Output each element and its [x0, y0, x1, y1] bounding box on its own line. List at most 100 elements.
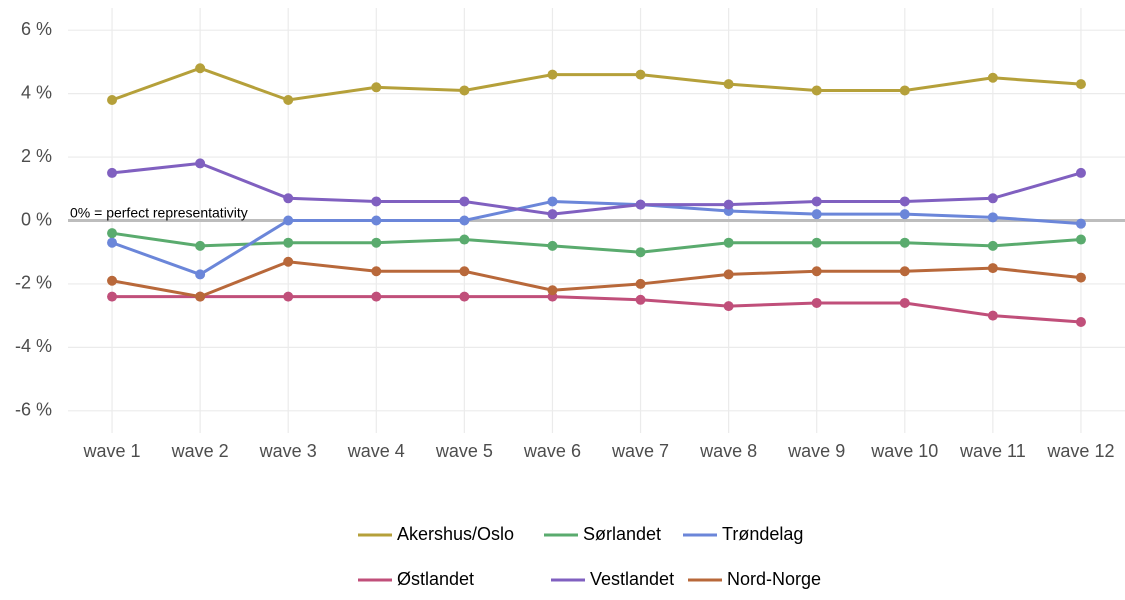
data-point — [107, 237, 118, 248]
data-point — [371, 266, 382, 277]
data-point — [195, 63, 206, 74]
data-point — [899, 237, 910, 248]
data-point — [547, 240, 558, 251]
data-point — [283, 237, 294, 248]
data-point — [459, 234, 470, 245]
data-point — [283, 215, 294, 226]
data-point — [107, 228, 118, 239]
legend-label: Trøndelag — [722, 524, 803, 544]
data-point — [1075, 234, 1086, 245]
data-point — [459, 266, 470, 277]
legend-label: Nord-Norge — [727, 569, 821, 589]
x-tick-label: wave 3 — [259, 441, 317, 461]
x-tick-label: wave 9 — [787, 441, 845, 461]
data-point — [371, 215, 382, 226]
data-point — [371, 237, 382, 248]
data-point — [723, 237, 734, 248]
legend-label: Østlandet — [397, 569, 474, 589]
data-point — [899, 297, 910, 308]
data-point — [899, 196, 910, 207]
annotation: 0% = perfect representativity — [70, 205, 248, 221]
data-point — [547, 209, 558, 220]
data-point — [107, 94, 118, 105]
data-point — [1075, 272, 1086, 283]
data-point — [195, 291, 206, 302]
data-point — [987, 212, 998, 223]
legend-label: Vestlandet — [590, 569, 674, 589]
data-point — [1075, 316, 1086, 327]
data-point — [107, 275, 118, 286]
data-point — [459, 215, 470, 226]
series-line — [112, 295, 1082, 324]
x-tick-label: wave 7 — [611, 441, 669, 461]
data-point — [1075, 79, 1086, 90]
data-point — [635, 294, 646, 305]
x-tick-label: wave 2 — [171, 441, 229, 461]
data-point — [987, 310, 998, 321]
data-point — [899, 85, 910, 96]
data-point — [811, 85, 822, 96]
y-tick-label: -2 % — [15, 273, 52, 293]
y-tick-label: 6 % — [21, 19, 52, 39]
y-tick-label: 0 % — [21, 209, 52, 229]
legend-label: Akershus/Oslo — [397, 524, 514, 544]
data-point — [635, 199, 646, 210]
x-tick-label: wave 5 — [435, 441, 493, 461]
data-point — [723, 269, 734, 280]
x-tick-label: wave 1 — [83, 441, 141, 461]
data-point — [547, 285, 558, 296]
data-point — [107, 291, 118, 302]
y-tick-label: 4 % — [21, 82, 52, 102]
series-line — [111, 231, 1082, 254]
y-tick-label: -4 % — [15, 336, 52, 356]
y-tick-label: 2 % — [21, 146, 52, 166]
data-point — [987, 193, 998, 204]
data-point — [283, 193, 294, 204]
data-point — [635, 69, 646, 80]
data-point — [987, 263, 998, 274]
series-line — [111, 199, 1082, 277]
data-point — [723, 199, 734, 210]
series-line — [111, 161, 1082, 216]
data-point — [987, 240, 998, 251]
data-point — [811, 196, 822, 207]
data-point — [723, 79, 734, 90]
data-point — [459, 291, 470, 302]
x-tick-label: wave 11 — [959, 441, 1026, 461]
legend-label: Sørlandet — [583, 524, 661, 544]
data-point — [1075, 167, 1086, 178]
x-tick-label: wave 12 — [1046, 441, 1114, 461]
data-point — [459, 85, 470, 96]
data-point — [371, 291, 382, 302]
x-tick-label: wave 4 — [347, 441, 405, 461]
data-point — [107, 167, 118, 178]
data-point — [283, 94, 294, 105]
series-line — [111, 260, 1082, 299]
data-point — [811, 297, 822, 308]
data-point — [811, 237, 822, 248]
data-point — [195, 240, 206, 251]
data-point — [723, 301, 734, 312]
data-point — [195, 158, 206, 169]
data-point — [987, 72, 998, 83]
x-tick-label: wave 6 — [523, 441, 581, 461]
x-tick-label: wave 8 — [699, 441, 757, 461]
y-tick-label: -6 % — [15, 400, 52, 420]
x-tick-label: wave 10 — [870, 441, 938, 461]
data-point — [811, 266, 822, 277]
data-point — [283, 256, 294, 267]
data-point — [371, 82, 382, 93]
data-point — [899, 266, 910, 277]
data-point — [635, 247, 646, 258]
data-point — [1075, 218, 1086, 229]
series-line — [111, 66, 1082, 102]
data-point — [547, 69, 558, 80]
data-point — [371, 196, 382, 207]
data-point — [195, 269, 206, 280]
data-point — [811, 209, 822, 220]
data-point — [899, 209, 910, 220]
data-point — [635, 278, 646, 289]
data-point — [547, 196, 558, 207]
data-point — [283, 291, 294, 302]
